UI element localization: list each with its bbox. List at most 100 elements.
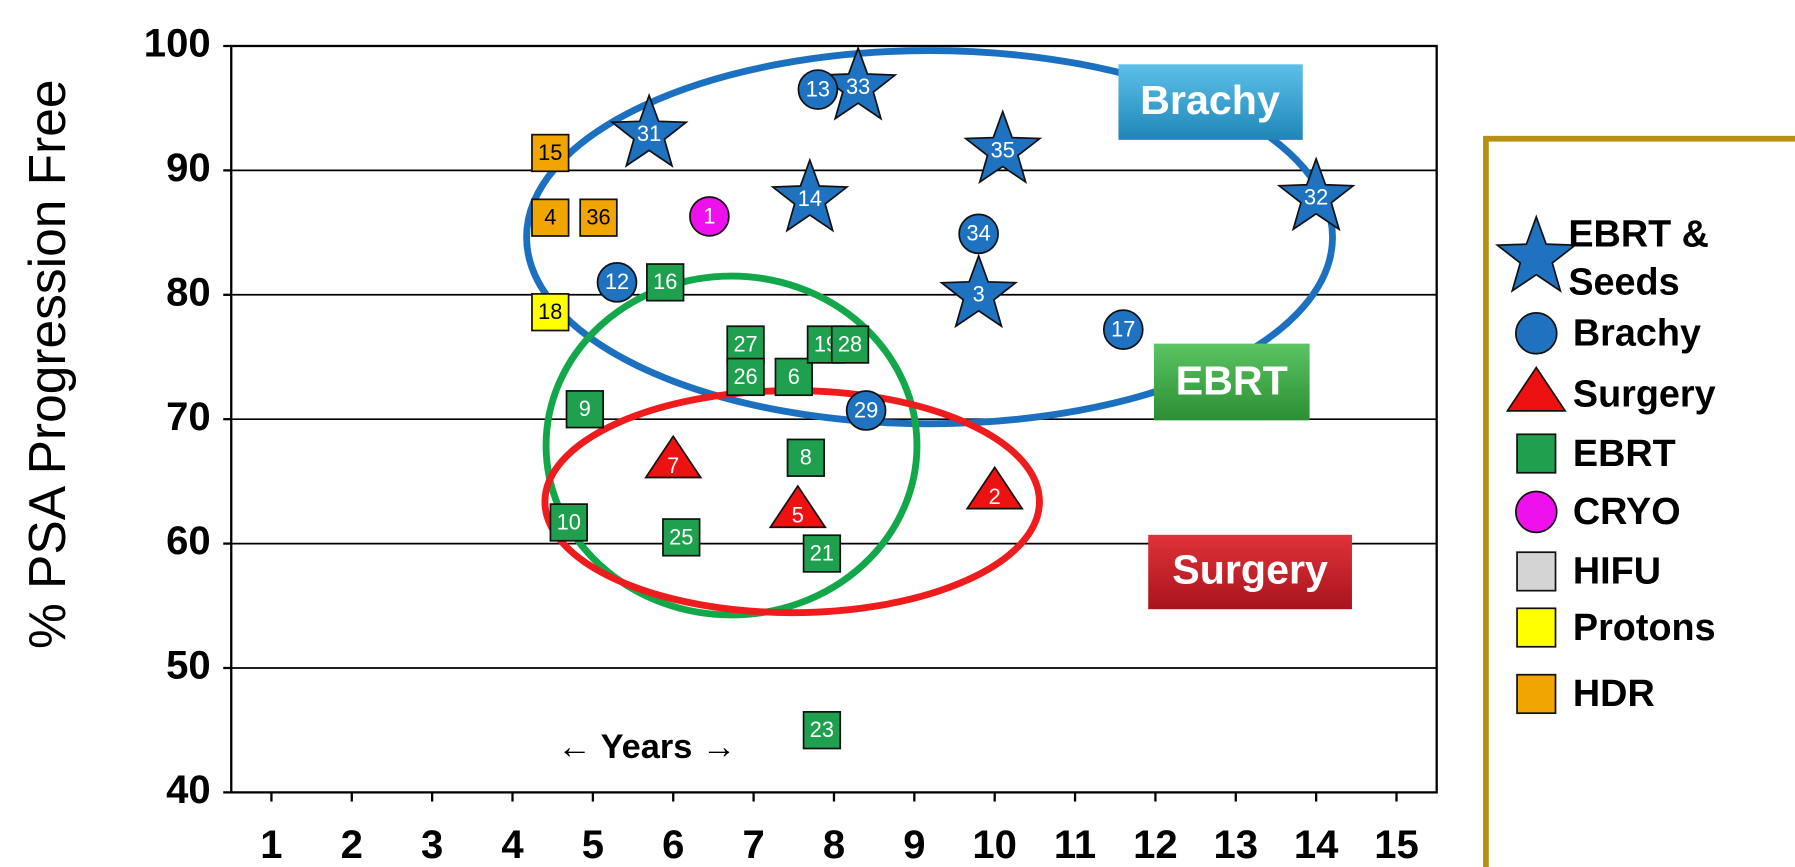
ebrt-ellipse [542,272,921,619]
point-label: 4 [544,205,556,230]
legend-label: CRYO [1573,491,1681,533]
point-label: 8 [800,445,812,470]
y-tick-label: 100 [144,22,211,66]
point-label: 27 [733,331,757,356]
star-marker [1276,156,1356,232]
y-tick-label: 80 [166,270,211,314]
x-tick-label: 9 [903,823,925,867]
point-label: 25 [669,524,693,549]
annotation-box [1118,64,1303,140]
circle-marker [797,69,839,110]
x-tick-label: 7 [742,823,764,867]
x-tick-label: 5 [582,823,604,867]
triangle-marker [644,434,703,479]
point-label: 35 [991,137,1015,162]
star-marker [770,157,850,233]
point-label: 6 [788,364,800,389]
star-marker [1494,214,1578,293]
star-marker [963,109,1043,185]
plot-border [230,44,1438,794]
legend: EBRT & Seeds Brachy Surgery EBRT CRYO HIFU Pro… [1494,212,1716,715]
point-label: 10 [557,509,581,534]
point-label: 26 [733,364,757,389]
point-label: 23 [810,717,834,742]
point-label: 32 [1304,185,1328,210]
x-axis-annotation: ← Years → [557,728,736,766]
x-tick-label: 4 [501,823,524,867]
circle-marker [958,213,999,255]
y-tick-label: 60 [166,519,211,563]
x-tick-label: 11 [1054,823,1096,867]
triangle-marker [1505,366,1567,412]
point-label: 21 [810,540,834,565]
x-tick-label: 2 [341,823,363,867]
square-marker [802,711,842,750]
point-label: 15 [538,140,562,165]
point-label: 2 [989,484,1001,509]
x-tick-label: 13 [1214,823,1259,867]
point-label: 29 [854,397,878,422]
triangle-marker [768,484,827,529]
point-label: 28 [838,331,862,356]
x-tick-label: 14 [1294,823,1339,867]
x-tick-label: 12 [1133,823,1178,867]
circle-marker [1514,312,1558,355]
x-tick-label: 3 [421,823,443,867]
annotation-box [1148,534,1352,610]
point-label: 13 [806,76,830,101]
star-marker [609,92,689,168]
point-label: 1 [703,203,715,228]
annotation-box [1153,343,1310,421]
circle-marker [596,262,638,303]
square-marker [1516,551,1557,592]
square-marker [786,438,826,477]
square-marker [549,503,588,542]
square-marker [1516,673,1557,715]
circle-marker [1102,309,1144,350]
legend-label: HIFU [1573,551,1661,593]
y-tick-label: 40 [166,768,211,812]
point-label: 12 [605,269,629,294]
square-marker [531,198,570,237]
x-tick-label: 10 [972,823,1017,867]
square-marker [726,357,765,397]
y-axis-title: % PSA Progression Free [18,79,76,649]
y-tick-label: 50 [166,644,211,688]
square-marker [774,357,813,397]
point-label: 9 [579,396,591,421]
y-tick-label: 70 [166,395,211,439]
square-marker [830,325,870,364]
point-label: 36 [586,205,610,230]
annotation: EBRT [1176,358,1288,404]
point-label: 31 [637,121,661,146]
circle-marker [1514,490,1558,534]
brachy-ellipse [523,47,1336,428]
annotation: Brachy [1140,77,1280,123]
square-marker [802,534,842,573]
star-marker [939,253,1019,329]
legend-label-box: EBRT & Seeds [1568,212,1709,302]
circle-marker [845,390,887,431]
x-tick-label: 6 [662,823,684,867]
square-marker [565,390,605,429]
square-marker [531,133,570,173]
x-tick-label: 15 [1374,823,1419,867]
point-label: 7 [667,453,679,478]
square-marker [646,263,685,302]
circle-marker [689,196,730,237]
y-tick-label: 90 [166,146,211,190]
square-marker [726,325,765,364]
point-label: 34 [967,221,991,246]
annotation: Surgery [1172,546,1328,592]
square-marker [531,293,570,332]
point-label: 3 [973,282,985,307]
point-label: 5 [792,503,804,528]
legend-label: Protons [1573,607,1716,649]
legend-label: Surgery [1573,373,1716,415]
square-marker [579,198,618,237]
x-tick-label: 8 [823,823,845,867]
legend-label: EBRT [1573,433,1676,475]
